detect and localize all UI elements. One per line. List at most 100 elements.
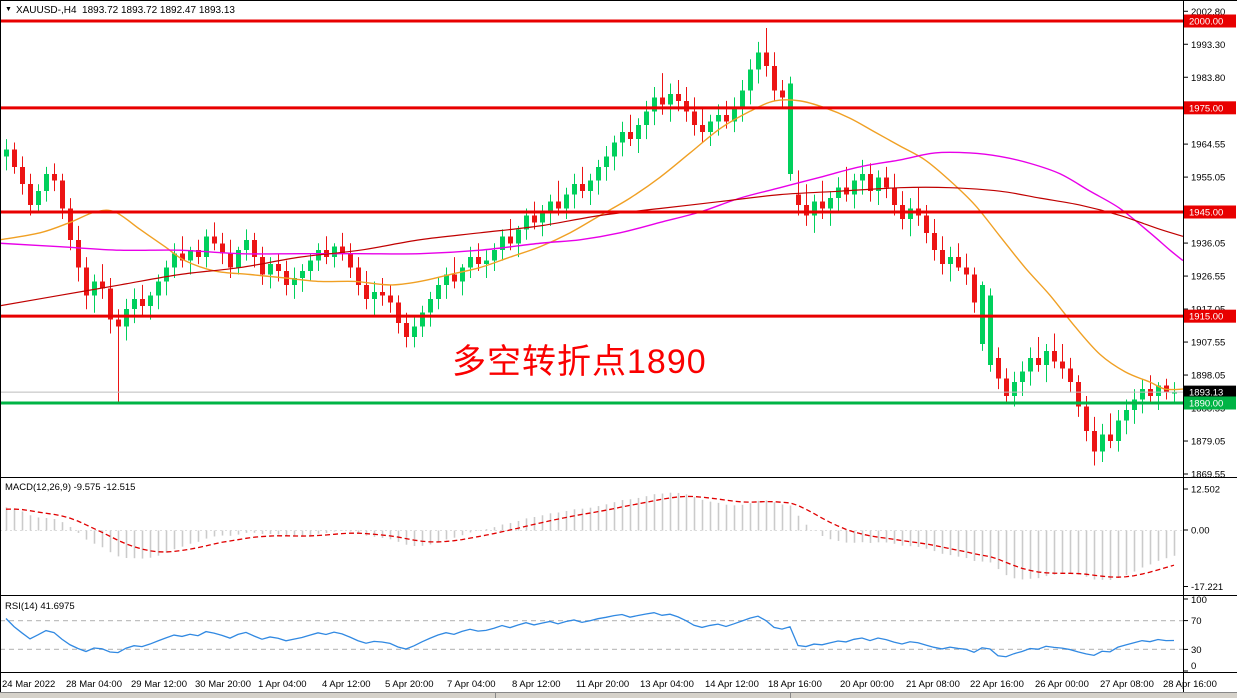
candlestick bbox=[236, 250, 241, 268]
candlestick bbox=[1052, 350, 1057, 362]
candlestick bbox=[828, 198, 833, 209]
time-axis-label: 28 Apr 16:00 bbox=[1163, 679, 1217, 690]
time-axis-label: 11 Apr 20:00 bbox=[576, 679, 629, 690]
time-axis-label: 24 Mar 2022 bbox=[2, 679, 55, 690]
candlestick bbox=[1036, 357, 1041, 365]
candlestick bbox=[268, 264, 273, 275]
price-tick-label: 1983.80 bbox=[1191, 73, 1225, 84]
symbol-title: ▼ XAUUSD-,H4 1893.72 1893.72 1892.47 1893… bbox=[5, 5, 235, 16]
candlestick bbox=[356, 267, 361, 285]
candlestick bbox=[1100, 434, 1105, 452]
candlestick bbox=[852, 180, 857, 195]
candlestick bbox=[500, 236, 505, 251]
candlestick bbox=[964, 267, 969, 275]
candlestick bbox=[572, 184, 577, 195]
price-tick-label: 1993.30 bbox=[1191, 40, 1225, 51]
candlestick bbox=[260, 257, 265, 275]
time-axis-label: 4 Apr 12:00 bbox=[322, 679, 371, 690]
price-badge-label: 1975.00 bbox=[1189, 103, 1223, 114]
candlestick bbox=[628, 132, 633, 140]
candlestick bbox=[140, 298, 145, 306]
candlestick bbox=[108, 288, 113, 320]
window-resize-strip bbox=[0, 693, 1237, 698]
candlestick bbox=[580, 184, 585, 192]
candlestick bbox=[340, 246, 345, 254]
time-axis-label: 30 Mar 20:00 bbox=[195, 679, 251, 690]
candlestick bbox=[436, 284, 441, 299]
chart-text-annotation[interactable]: 多空转折点1890 bbox=[452, 343, 707, 381]
price-tick-label: 1879.05 bbox=[1191, 437, 1225, 448]
candlestick bbox=[636, 125, 641, 140]
candlestick bbox=[556, 201, 561, 209]
candlestick bbox=[804, 205, 809, 216]
candlestick bbox=[484, 260, 489, 265]
price-badge bbox=[1184, 101, 1236, 115]
price-badge-label: 1893.13 bbox=[1189, 388, 1223, 399]
symbol-dropdown-icon[interactable]: ▼ bbox=[5, 6, 12, 13]
candlestick bbox=[180, 253, 185, 261]
price-badge bbox=[1184, 14, 1236, 28]
candlestick bbox=[1140, 389, 1145, 400]
candlestick bbox=[52, 173, 57, 181]
candlestick bbox=[204, 236, 209, 258]
candlestick bbox=[188, 250, 193, 261]
candlestick bbox=[364, 284, 369, 299]
macd-axis-label: -17.221 bbox=[1191, 582, 1223, 593]
candlestick bbox=[92, 281, 97, 296]
candlestick bbox=[508, 236, 513, 244]
price-tick-label: 1898.05 bbox=[1191, 371, 1225, 382]
candlestick bbox=[276, 264, 281, 272]
time-axis-label: 8 Apr 12:00 bbox=[512, 679, 561, 690]
candlestick bbox=[1116, 420, 1121, 442]
price-badge bbox=[1184, 205, 1236, 219]
candlestick bbox=[564, 194, 569, 209]
candlestick bbox=[228, 253, 233, 268]
candlestick bbox=[1044, 350, 1049, 365]
candlestick bbox=[1108, 434, 1113, 442]
candlestick bbox=[876, 177, 881, 192]
price-tick-label: 1964.55 bbox=[1191, 140, 1225, 151]
candlestick bbox=[388, 295, 393, 303]
candlestick bbox=[892, 187, 897, 206]
candlestick bbox=[660, 97, 665, 105]
candlestick bbox=[20, 166, 25, 185]
candlestick bbox=[668, 93, 673, 105]
candlestick bbox=[700, 125, 705, 133]
candlestick bbox=[68, 208, 73, 240]
time-axis-label: 13 Apr 04:00 bbox=[640, 679, 694, 690]
candlestick bbox=[60, 180, 65, 209]
candlestick bbox=[956, 257, 961, 268]
time-axis-label: 29 Mar 12:00 bbox=[131, 679, 187, 690]
candlestick bbox=[212, 236, 217, 244]
time-axis-label: 27 Apr 08:00 bbox=[1100, 679, 1154, 690]
time-axis-label: 1 Apr 04:00 bbox=[258, 679, 307, 690]
symbol-title-text: XAUUSD-,H4 1893.72 1893.72 1892.47 1893.… bbox=[15, 5, 235, 16]
rsi-axis-label: 0 bbox=[1191, 661, 1196, 672]
candlestick bbox=[692, 111, 697, 126]
candlestick bbox=[1028, 357, 1033, 372]
candlestick bbox=[1076, 382, 1081, 407]
time-axis-label: 14 Apr 12:00 bbox=[705, 679, 759, 690]
candlestick bbox=[532, 215, 537, 223]
candlestick bbox=[676, 93, 681, 101]
candlestick bbox=[172, 253, 177, 268]
candlestick bbox=[1124, 409, 1129, 421]
candlestick bbox=[348, 253, 353, 268]
candlestick bbox=[460, 267, 465, 282]
candlestick bbox=[940, 250, 945, 265]
price-tick-label: 1926.55 bbox=[1191, 272, 1225, 283]
rsi-indicator-label: RSI(14) 41.6975 bbox=[5, 601, 75, 612]
candlestick bbox=[748, 69, 753, 91]
macd-indicator-label: MACD(12,26,9) -9.575 -12.515 bbox=[5, 482, 136, 493]
candlestick bbox=[820, 201, 825, 209]
macd-axis-label: 0.00 bbox=[1191, 526, 1210, 537]
candlestick bbox=[756, 52, 761, 70]
candlestick bbox=[404, 323, 409, 338]
price-tick-label: 1869.55 bbox=[1191, 470, 1225, 481]
rsi-line bbox=[5, 612, 1175, 658]
candlestick bbox=[836, 187, 841, 199]
candlestick bbox=[996, 357, 1001, 379]
candlestick bbox=[428, 298, 433, 313]
